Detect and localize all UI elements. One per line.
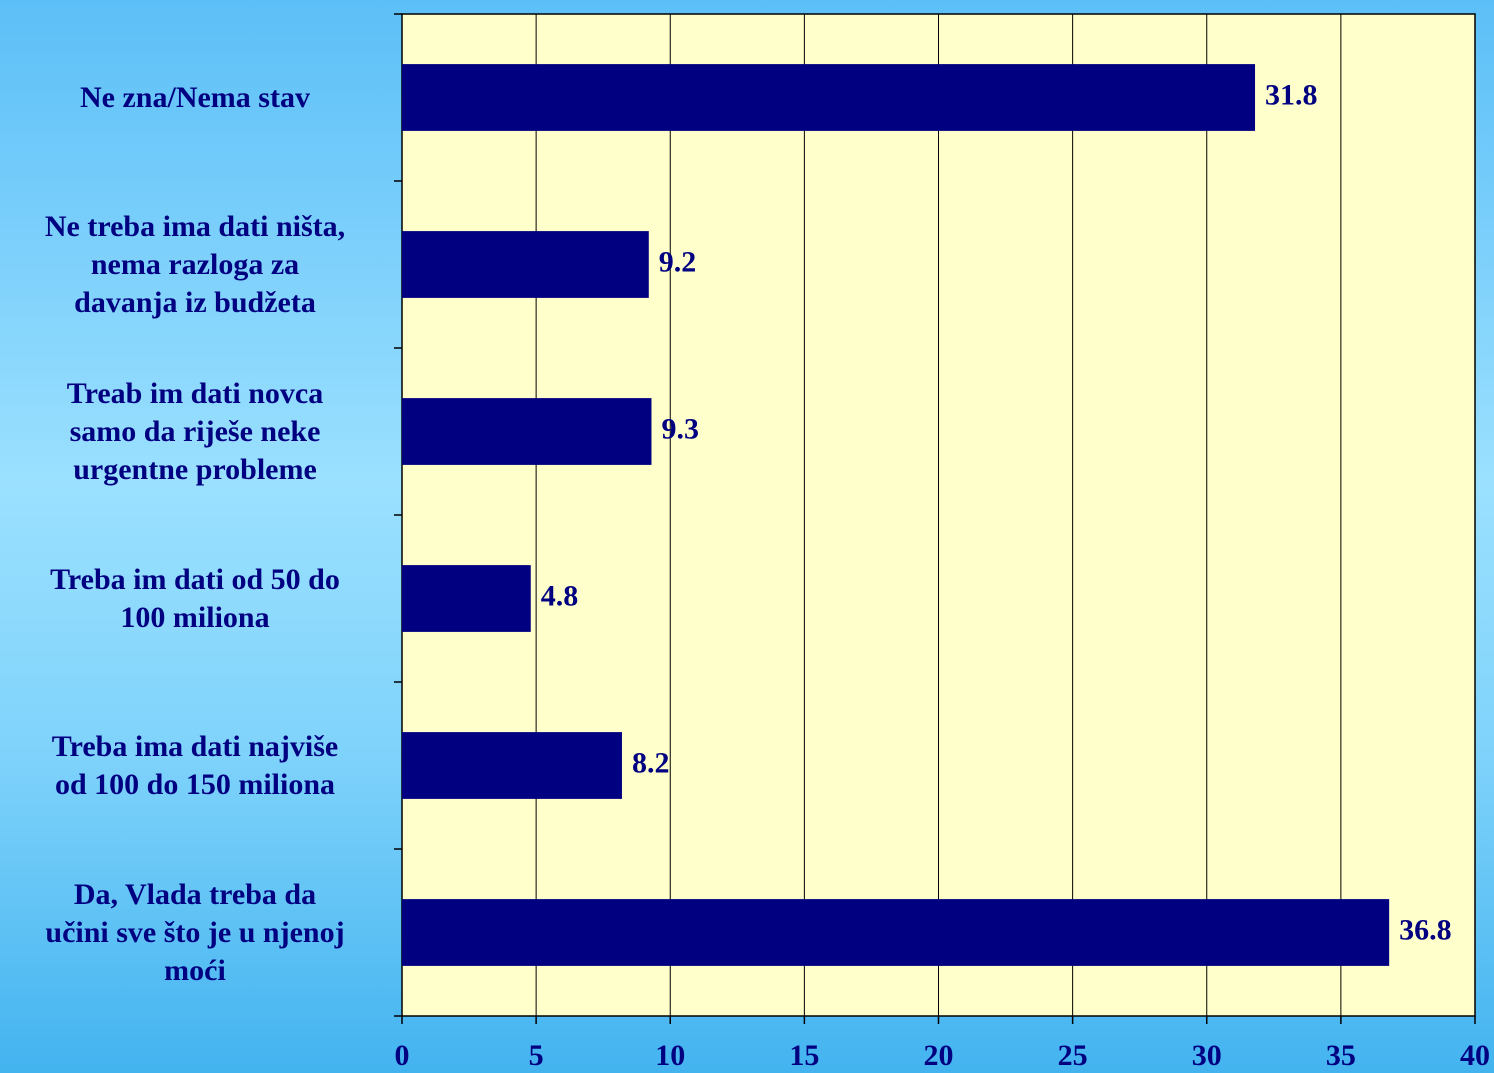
data-label: 9.3 [661,412,699,445]
bar [402,64,1256,131]
x-tick-label: 5 [529,1039,544,1072]
bar [402,732,622,799]
x-tick-label: 25 [1058,1039,1088,1072]
x-tick-label: 10 [655,1039,685,1072]
x-tick-label: 35 [1326,1039,1356,1072]
y-tick-label: Da, Vlada treba da učini sve što je u nj… [45,877,345,987]
data-label: 36.8 [1399,913,1452,946]
y-tick-label: Ne zna/Nema stav [80,80,310,114]
y-tick-label: Treba ima dati najviše od 100 do 150 mil… [51,729,339,801]
data-label: 31.8 [1265,78,1318,111]
bar [402,899,1390,966]
data-label: 4.8 [541,579,579,612]
x-tick-label: 30 [1192,1039,1222,1072]
x-tick-label: 40 [1460,1039,1490,1072]
y-tick-label: Ne treba ima dati ništa, nema razloga za… [44,209,346,319]
bar [402,565,531,632]
bar [402,398,652,465]
x-tick-label: 20 [924,1039,954,1072]
y-tick-label: Treab im dati novca samo da riješe neke … [66,376,324,486]
data-label: 9.2 [659,245,697,278]
bar [402,231,649,298]
y-tick-label: Treba im dati od 50 do 100 miliona [50,562,340,634]
data-label: 8.2 [632,746,670,779]
x-tick-label: 0 [395,1039,410,1072]
x-tick-label: 15 [789,1039,819,1072]
